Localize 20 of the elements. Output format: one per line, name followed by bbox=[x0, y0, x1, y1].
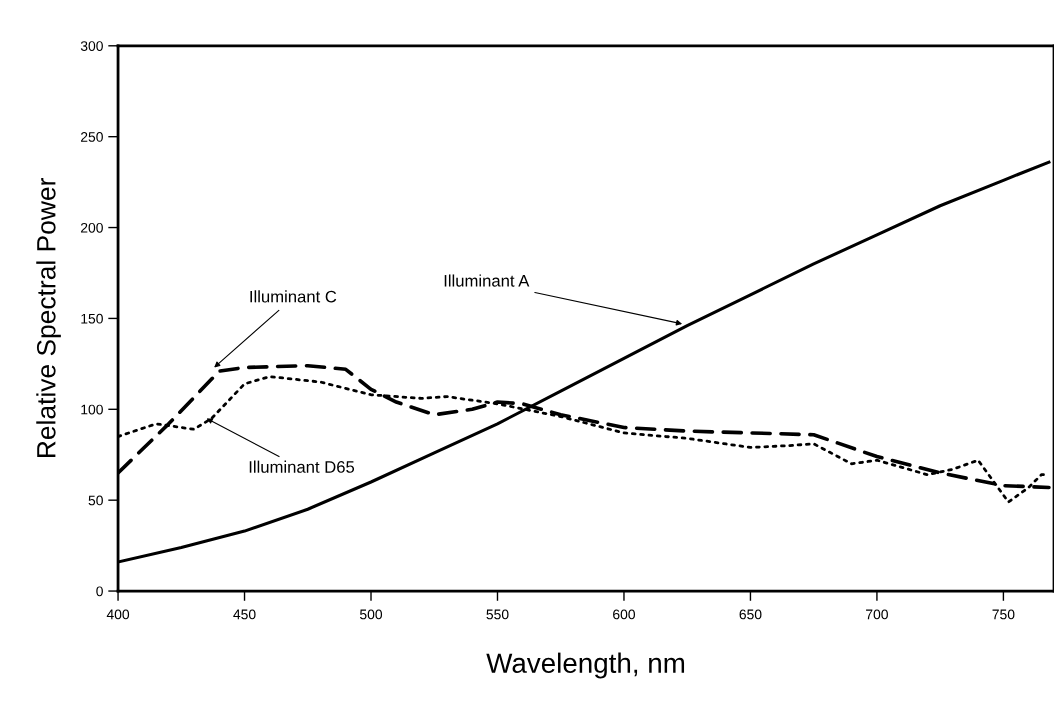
x-tick-label: 750 bbox=[992, 609, 1015, 620]
y-tick-label: 200 bbox=[80, 222, 103, 233]
annotation: Illuminant C bbox=[250, 290, 337, 303]
x-tick-label: 600 bbox=[613, 609, 636, 620]
x-axis-title: Wavelength, nm bbox=[486, 652, 685, 679]
x-tick-label: 500 bbox=[359, 609, 383, 620]
x-tick-label: 450 bbox=[233, 609, 256, 620]
y-axis-title: Relative Spectral Power bbox=[36, 178, 61, 458]
x-tick-label: 550 bbox=[486, 609, 509, 620]
annotation: Illuminant A bbox=[444, 274, 530, 287]
x-tick-label: 650 bbox=[739, 609, 762, 620]
y-tick-label: 50 bbox=[88, 495, 103, 506]
annotation: Illuminant D65 bbox=[249, 460, 355, 473]
x-tick-label: 400 bbox=[106, 609, 130, 620]
y-tick-label: 0 bbox=[96, 586, 103, 597]
y-tick-label: 300 bbox=[80, 41, 103, 51]
y-tick-label: 150 bbox=[81, 313, 103, 324]
y-tick-label: 100 bbox=[81, 404, 103, 415]
y-tick-label: 250 bbox=[80, 132, 103, 142]
x-tick-label: 700 bbox=[866, 609, 888, 620]
